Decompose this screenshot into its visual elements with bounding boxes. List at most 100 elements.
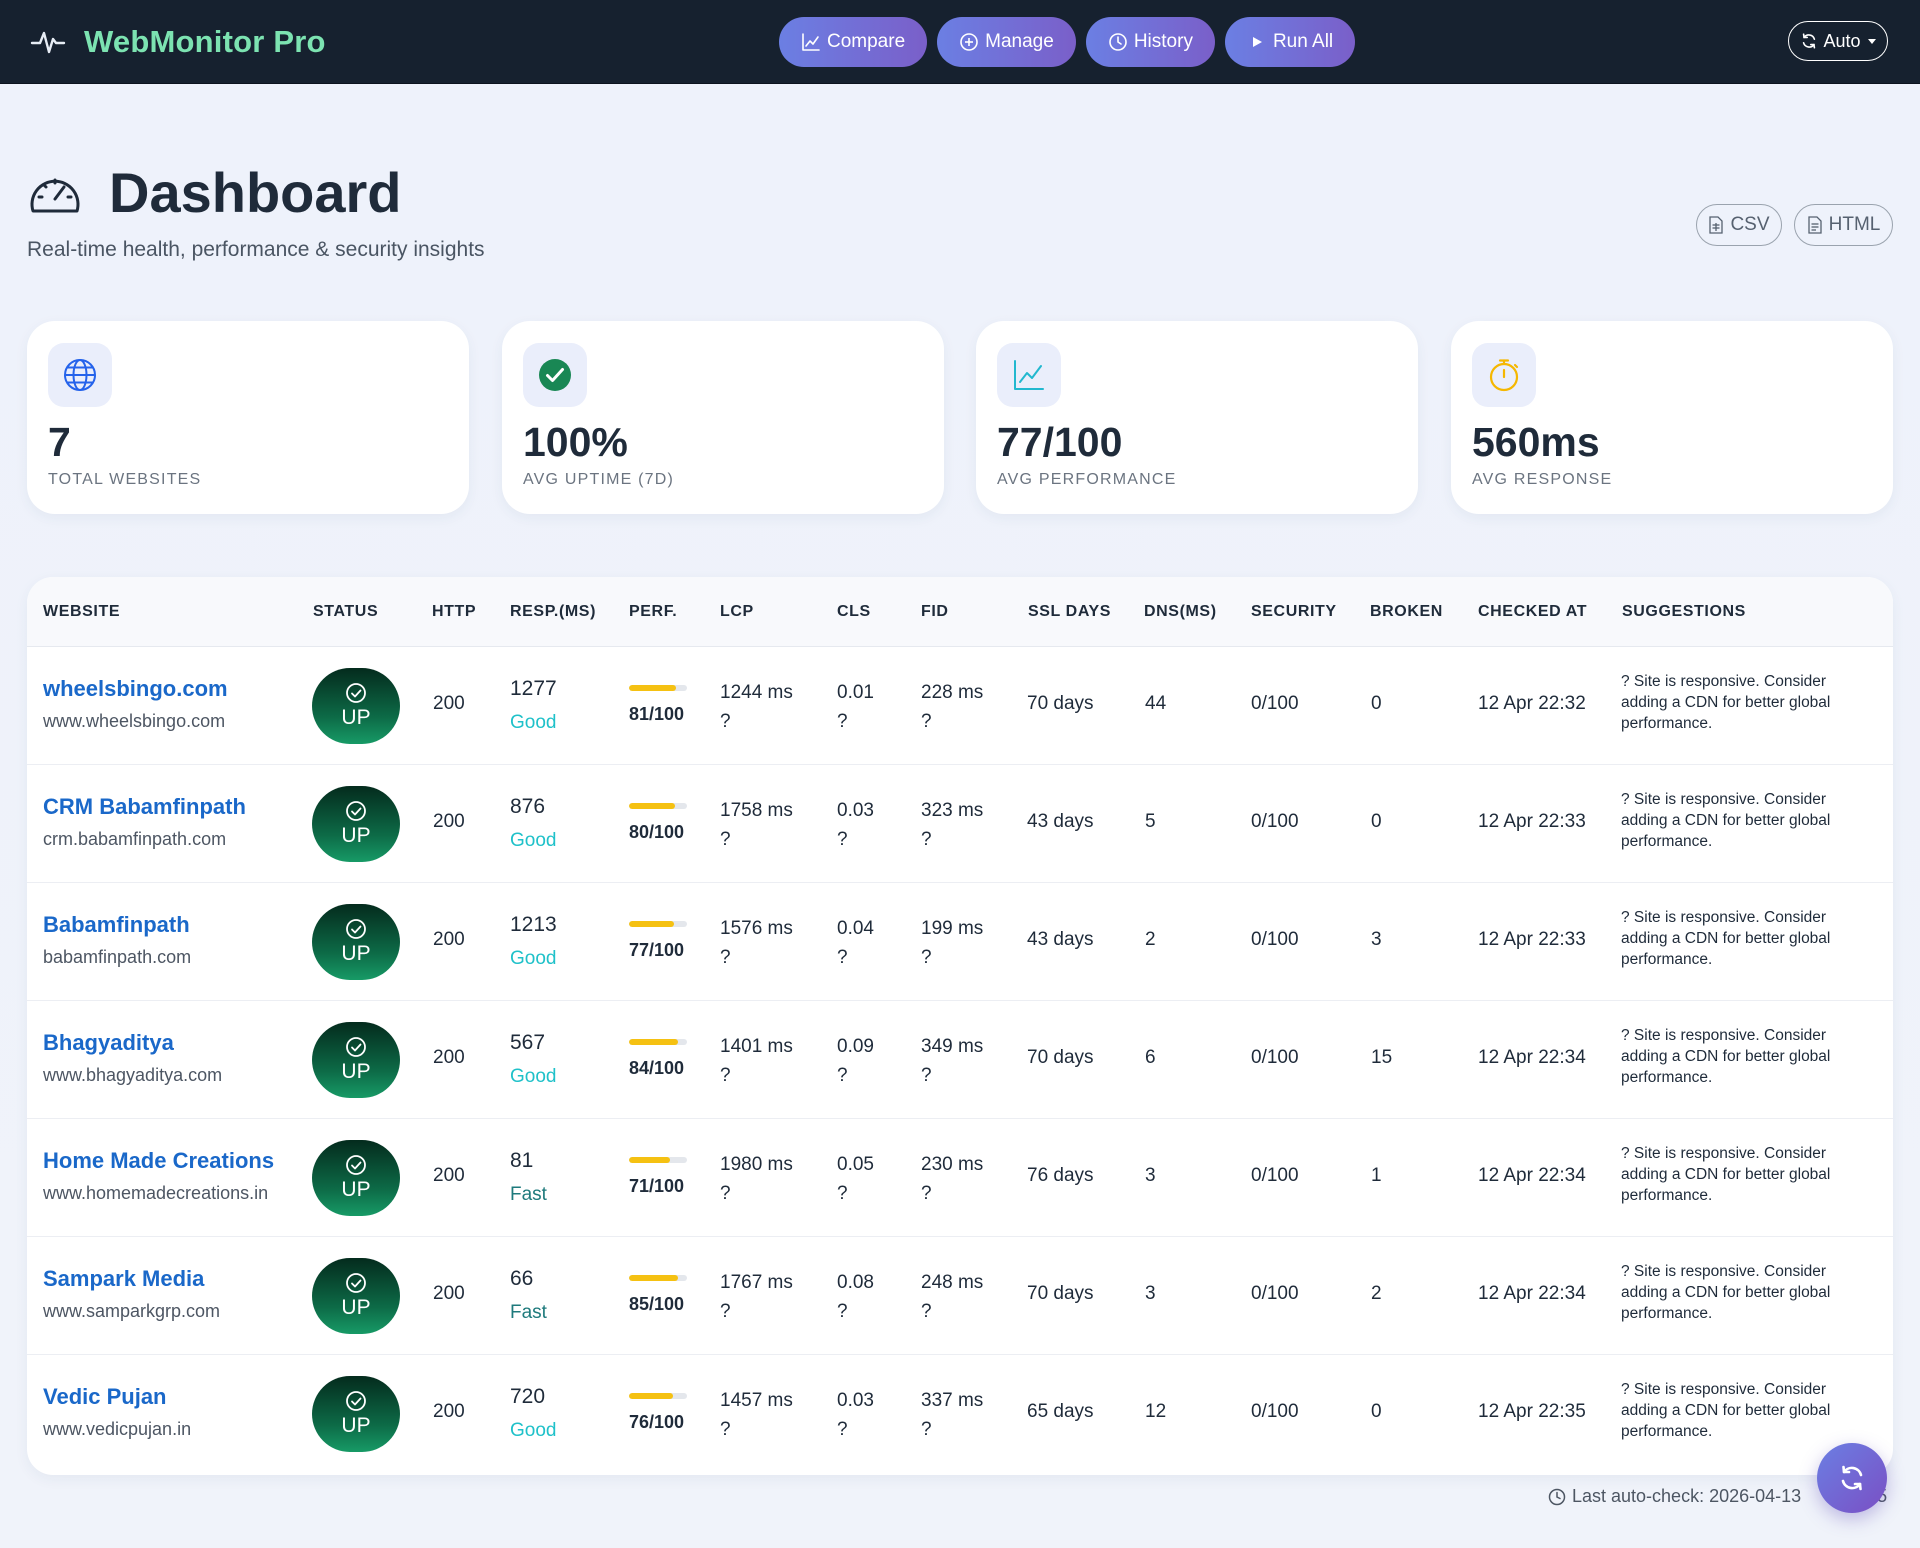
history-label: History — [1133, 31, 1193, 52]
check-circle-icon — [346, 1037, 366, 1057]
site-name-link[interactable]: Home Made Creations — [43, 1148, 275, 1173]
status-text: UP — [341, 1296, 371, 1319]
http-code: 200 — [433, 1165, 465, 1186]
response-rating: Fast — [510, 1184, 547, 1205]
col-website[interactable]: WEBSITE — [43, 603, 121, 620]
status-badge: UP — [312, 1376, 400, 1452]
http-code: 200 — [433, 1047, 465, 1068]
cls-value: 0.03 — [837, 800, 874, 821]
nav-actions: Compare Manage History Run All — [779, 17, 1356, 67]
dns-ms: 6 — [1145, 1047, 1156, 1068]
brand[interactable]: WebMonitor Pro — [30, 0, 326, 84]
broken-links: 0 — [1371, 693, 1382, 714]
checked-at: 12 Apr 22:33 — [1478, 929, 1586, 950]
broken-links: 0 — [1371, 1401, 1382, 1422]
refresh-fab-button[interactable] — [1817, 1443, 1887, 1513]
performance-bar-fill — [629, 1157, 671, 1163]
manage-button[interactable]: Manage — [937, 17, 1076, 67]
col-status[interactable]: STATUS — [313, 603, 379, 620]
fid-value: 248 ms — [921, 1272, 984, 1293]
cls-rating: ? — [837, 1301, 848, 1322]
col-cls[interactable]: CLS — [837, 603, 871, 620]
lcp-value: 1457 ms — [720, 1390, 793, 1411]
col-ssl-days[interactable]: SSL DAYS — [1028, 603, 1112, 620]
lcp-value: 1401 ms — [720, 1036, 793, 1057]
col-suggestions[interactable]: SUGGESTIONS — [1622, 603, 1746, 620]
check-circle-icon — [346, 1273, 366, 1293]
history-button[interactable]: History — [1085, 17, 1215, 67]
performance-score: 80/100 — [629, 822, 685, 842]
lcp-cell: 1758 ms ? — [720, 796, 793, 854]
check-circle-icon — [346, 1155, 366, 1175]
ssl-days: 76 days — [1027, 1165, 1094, 1186]
security-score: 0/100 — [1251, 1401, 1299, 1422]
site-name-link[interactable]: Bhagyaditya — [43, 1030, 174, 1055]
suggestion-text: ? Site is responsive. Consider adding a … — [1621, 1263, 1831, 1322]
stat-value: 7 — [48, 419, 71, 465]
status-badge: UP — [312, 1258, 400, 1334]
clock-icon — [1109, 33, 1127, 51]
compare-label: Compare — [827, 31, 906, 52]
brand-name: WebMonitor Pro — [84, 24, 326, 59]
col-resp[interactable]: RESP.(MS) — [510, 603, 597, 620]
site-name-link[interactable]: Babamfinpath — [43, 912, 190, 937]
suggestion-text: ? Site is responsive. Consider adding a … — [1621, 1145, 1831, 1204]
col-dns[interactable]: DNS(MS) — [1144, 603, 1217, 620]
fid-rating: ? — [921, 829, 932, 850]
auto-refresh-dropdown[interactable]: Auto — [1788, 21, 1888, 61]
stopwatch-icon — [1489, 359, 1519, 392]
broken-links: 3 — [1371, 929, 1382, 950]
site-url: www.vedicpujan.in — [43, 1419, 192, 1439]
table-row: Babamfinpath babamfinpath.com UP 200 121… — [27, 883, 1893, 1001]
page-header: Dashboard — [27, 160, 402, 225]
cls-rating: ? — [837, 1419, 848, 1440]
suggestion-text: ? Site is responsive. Consider adding a … — [1621, 1381, 1831, 1440]
col-security[interactable]: SECURITY — [1251, 603, 1337, 620]
performance-bar — [629, 1039, 687, 1045]
export-csv-button[interactable]: CSV — [1696, 204, 1782, 246]
compare-button[interactable]: Compare — [779, 17, 928, 67]
dns-ms: 44 — [1145, 693, 1167, 714]
lcp-cell: 1401 ms ? — [720, 1032, 793, 1090]
fid-value: 199 ms — [921, 918, 984, 939]
col-checked-at[interactable]: CHECKED AT — [1478, 603, 1588, 620]
stat-card-avg-response: 560ms AVG RESPONSE — [1451, 321, 1893, 514]
cls-value: 0.04 — [837, 918, 874, 939]
site-name-link[interactable]: Vedic Pujan — [43, 1384, 167, 1409]
lcp-value: 1767 ms — [720, 1272, 793, 1293]
performance-bar-fill — [629, 1039, 678, 1045]
col-perf[interactable]: PERF. — [629, 603, 678, 620]
col-http[interactable]: HTTP — [432, 603, 477, 620]
export-html-label: HTML — [1828, 214, 1881, 235]
export-html-button[interactable]: HTML — [1794, 204, 1893, 246]
run-all-button[interactable]: Run All — [1224, 17, 1356, 67]
ssl-days: 65 days — [1027, 1401, 1094, 1422]
suggestion-text: ? Site is responsive. Consider adding a … — [1621, 1027, 1831, 1086]
site-name-link[interactable]: CRM Babamfinpath — [43, 794, 246, 819]
fid-value: 323 ms — [921, 800, 984, 821]
performance-bar-fill — [629, 685, 676, 691]
table-row: Bhagyaditya www.bhagyaditya.com UP 200 5… — [27, 1001, 1893, 1119]
performance-score: 71/100 — [629, 1176, 685, 1196]
status-text: UP — [341, 1414, 371, 1437]
chart-line-icon — [802, 33, 820, 51]
site-name-link[interactable]: Sampark Media — [43, 1266, 205, 1291]
lcp-rating: ? — [720, 1419, 731, 1440]
col-lcp[interactable]: LCP — [720, 603, 754, 620]
site-name-link[interactable]: wheelsbingo.com — [43, 676, 228, 701]
lcp-cell: 1767 ms ? — [720, 1268, 793, 1326]
checked-at: 12 Apr 22:32 — [1478, 693, 1586, 714]
fid-cell: 230 ms ? — [921, 1150, 983, 1208]
col-broken[interactable]: BROKEN — [1370, 603, 1443, 620]
chevron-down-icon — [1867, 38, 1876, 44]
fid-cell: 199 ms ? — [921, 914, 983, 972]
fid-value: 337 ms — [921, 1390, 984, 1411]
fid-rating: ? — [921, 1065, 932, 1086]
performance-bar-fill — [629, 1393, 674, 1399]
cls-value: 0.03 — [837, 1390, 874, 1411]
cls-value: 0.09 — [837, 1036, 874, 1057]
dns-ms: 5 — [1145, 811, 1156, 832]
col-fid[interactable]: FID — [921, 603, 949, 620]
ssl-days: 43 days — [1027, 811, 1094, 832]
fid-rating: ? — [921, 1301, 932, 1322]
